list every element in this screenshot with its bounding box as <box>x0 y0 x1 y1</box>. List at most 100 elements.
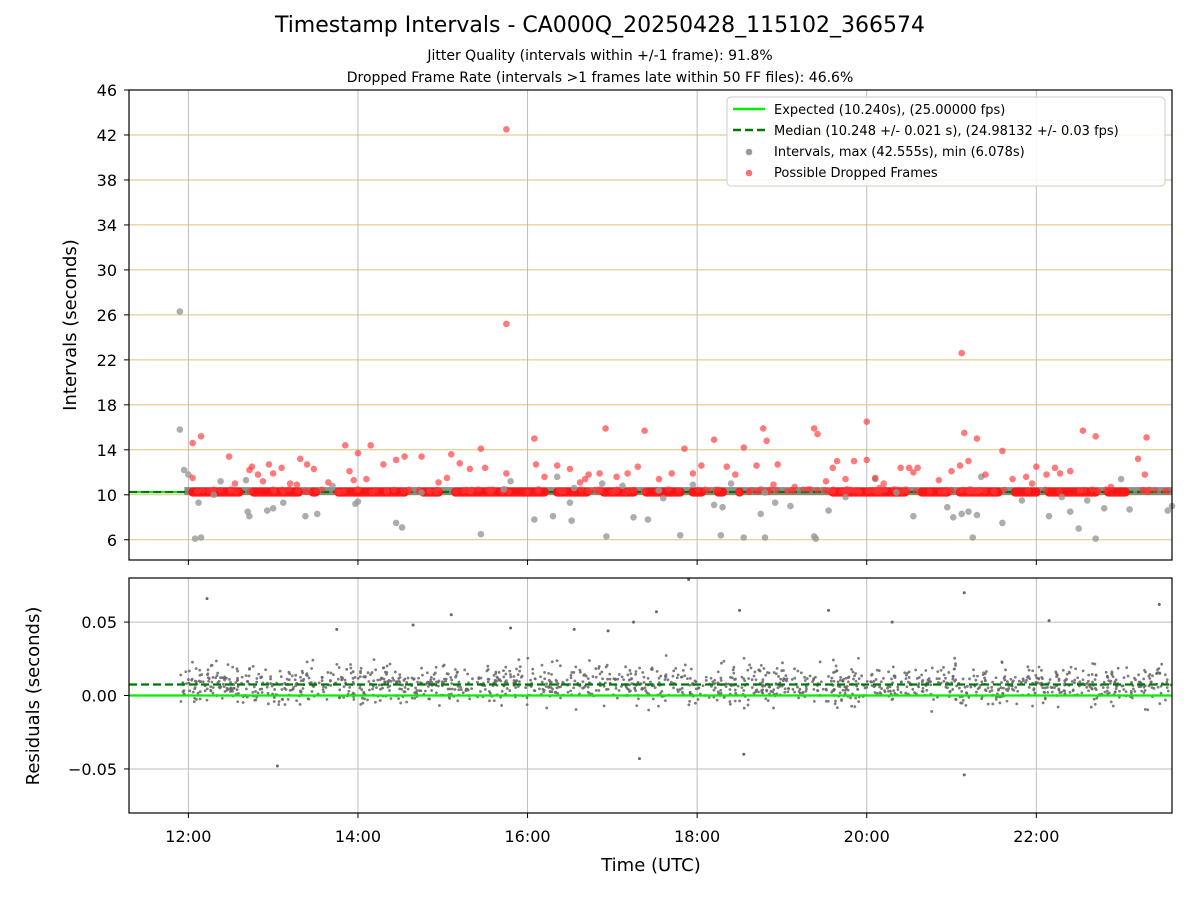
residual-point <box>414 691 418 694</box>
residual-point <box>742 677 746 681</box>
residual-point <box>625 686 629 690</box>
interval-point <box>566 499 574 506</box>
residual-point <box>850 668 853 671</box>
residual-point <box>646 676 650 680</box>
band-dropped-frame-point <box>558 488 566 495</box>
dropped-frame-point <box>850 457 858 465</box>
band-dropped-frame-point <box>592 486 599 493</box>
residual-point <box>184 670 188 674</box>
residual-point <box>588 659 591 662</box>
residual-point <box>1150 686 1154 689</box>
residual-point <box>505 687 509 690</box>
residual-point <box>853 705 857 709</box>
dropped-frame-point <box>456 460 464 467</box>
band-dropped-frame-point <box>694 486 702 493</box>
dropped-frame-point <box>447 451 455 458</box>
residual-outlier-point <box>205 597 209 601</box>
residual-point <box>420 666 424 670</box>
dropped-frame-point <box>1033 463 1040 470</box>
residual-point <box>793 676 797 680</box>
interval-point <box>1126 506 1133 513</box>
residual-point <box>733 699 737 703</box>
residual-point <box>1091 680 1094 684</box>
residual-point <box>370 671 374 674</box>
residual-point <box>783 687 787 691</box>
residual-point <box>969 685 973 689</box>
residual-point <box>383 680 387 684</box>
residual-point <box>857 700 860 703</box>
residual-point <box>635 704 639 708</box>
residual-point <box>830 676 834 680</box>
residual-outlier-point <box>572 627 576 631</box>
residual-point <box>650 666 654 670</box>
residual-point <box>1041 701 1045 705</box>
band-dropped-frame-point <box>912 487 919 495</box>
dropped-frame-point <box>833 457 841 465</box>
dropped-frame-point <box>965 457 972 465</box>
residual-point <box>206 672 210 676</box>
residual-point <box>750 678 754 681</box>
residual-point <box>879 680 883 684</box>
residual-point <box>742 656 746 660</box>
residual-point <box>954 697 958 701</box>
residual-point <box>518 665 522 669</box>
residual-point <box>720 661 723 665</box>
dropped-frame-point <box>1092 433 1099 440</box>
interval-point <box>603 533 610 540</box>
residual-point <box>896 688 900 691</box>
residual-point <box>429 678 433 682</box>
residual-point <box>194 667 198 670</box>
residual-point <box>911 687 915 691</box>
residual-point <box>766 699 770 702</box>
residual-point <box>1031 669 1035 673</box>
residual-point <box>455 671 459 674</box>
residual-point <box>245 680 249 683</box>
residual-point <box>470 687 474 691</box>
residual-point <box>477 676 481 680</box>
residual-point <box>456 699 460 703</box>
residual-point <box>687 703 691 707</box>
residual-point <box>732 671 736 675</box>
top-plot-frame <box>128 89 1173 561</box>
residual-point <box>252 685 256 689</box>
residual-point <box>307 697 311 701</box>
residual-point <box>549 685 553 689</box>
residual-point <box>889 689 892 693</box>
residual-point <box>1089 705 1093 709</box>
residual-point <box>659 674 663 678</box>
residual-point <box>829 679 833 683</box>
interval-point <box>195 499 202 506</box>
residual-point <box>457 688 461 692</box>
residual-point <box>280 688 284 691</box>
interval-point <box>210 491 218 499</box>
residual-point <box>857 656 860 660</box>
residual-point <box>280 682 284 686</box>
residual-point <box>240 675 244 679</box>
residual-point <box>251 691 255 694</box>
residual-point <box>1013 675 1017 679</box>
residual-point <box>1050 690 1054 694</box>
residual-point <box>961 698 965 702</box>
dropped-frame-point <box>269 470 277 477</box>
residual-point <box>371 684 375 688</box>
residual-point <box>994 697 998 701</box>
residual-point <box>719 691 723 695</box>
residual-point <box>533 689 537 693</box>
residual-point <box>210 663 214 667</box>
dropped-frame-point <box>763 437 770 445</box>
residual-point <box>1130 681 1133 684</box>
residual-point <box>799 671 803 675</box>
interval-point <box>1075 525 1083 532</box>
dropped-frame-point <box>814 430 821 438</box>
residual-point <box>487 690 491 693</box>
residual-point <box>555 659 559 663</box>
residual-point <box>479 690 482 693</box>
residual-point <box>347 689 351 693</box>
band-dropped-frame-point <box>210 486 217 493</box>
residual-point <box>856 682 860 686</box>
residual-point <box>641 671 645 674</box>
residual-point <box>713 686 717 690</box>
residual-point <box>796 669 800 673</box>
interval-point <box>958 510 966 518</box>
residual-point <box>1164 698 1167 702</box>
